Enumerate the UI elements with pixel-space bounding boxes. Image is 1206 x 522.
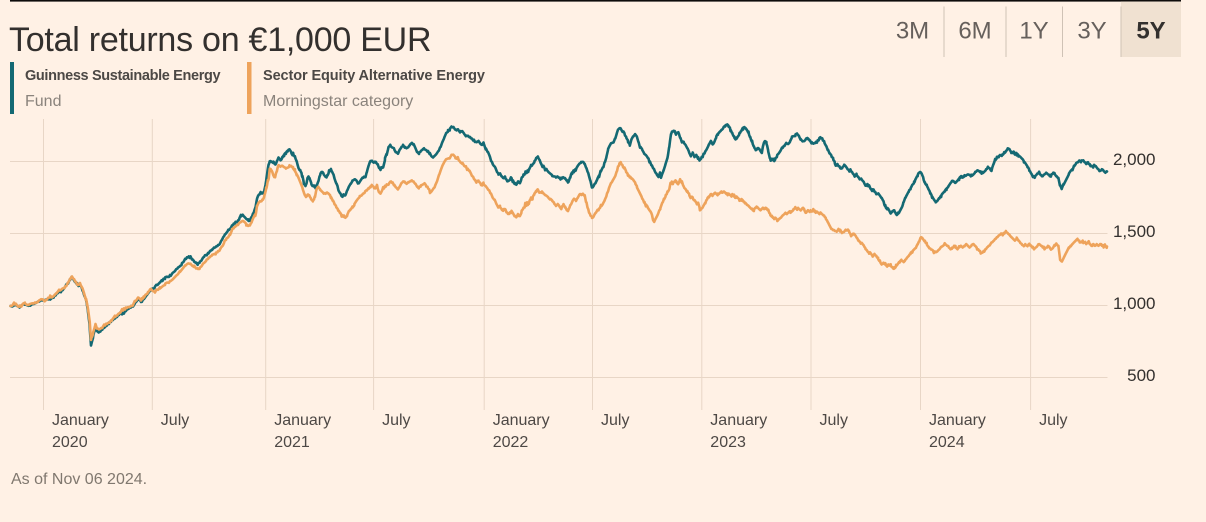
svg-text:6M: 6M xyxy=(958,18,991,45)
svg-text:1Y: 1Y xyxy=(1019,18,1048,45)
svg-text:July: July xyxy=(382,412,410,429)
svg-text:Sector Equity Alternative Ener: Sector Equity Alternative Energy xyxy=(263,68,485,84)
svg-text:July: July xyxy=(1039,412,1067,429)
svg-text:Fund: Fund xyxy=(25,93,61,110)
svg-text:Total returns on €1,000 EUR: Total returns on €1,000 EUR xyxy=(9,21,431,59)
svg-text:500: 500 xyxy=(1127,366,1155,385)
svg-text:July: July xyxy=(820,412,848,429)
svg-text:1,500: 1,500 xyxy=(1113,222,1156,241)
svg-text:2,000: 2,000 xyxy=(1113,150,1156,169)
svg-text:3Y: 3Y xyxy=(1077,18,1106,45)
svg-text:3M: 3M xyxy=(896,18,929,45)
svg-text:January: January xyxy=(493,412,550,429)
svg-text:Morningstar category: Morningstar category xyxy=(263,93,413,110)
svg-text:Guinness Sustainable Energy: Guinness Sustainable Energy xyxy=(25,68,221,84)
svg-text:January: January xyxy=(274,412,331,429)
svg-text:2023: 2023 xyxy=(710,434,746,451)
svg-text:5Y: 5Y xyxy=(1136,18,1165,45)
svg-text:July: July xyxy=(161,412,189,429)
svg-text:2021: 2021 xyxy=(274,434,310,451)
svg-text:1,000: 1,000 xyxy=(1113,294,1156,313)
svg-text:July: July xyxy=(601,412,629,429)
svg-text:2024: 2024 xyxy=(929,434,965,451)
svg-text:2020: 2020 xyxy=(52,434,88,451)
svg-text:January: January xyxy=(52,412,109,429)
svg-text:As of Nov 06 2024.: As of Nov 06 2024. xyxy=(11,471,147,488)
svg-text:2022: 2022 xyxy=(493,434,529,451)
svg-text:January: January xyxy=(710,412,767,429)
svg-text:January: January xyxy=(929,412,986,429)
